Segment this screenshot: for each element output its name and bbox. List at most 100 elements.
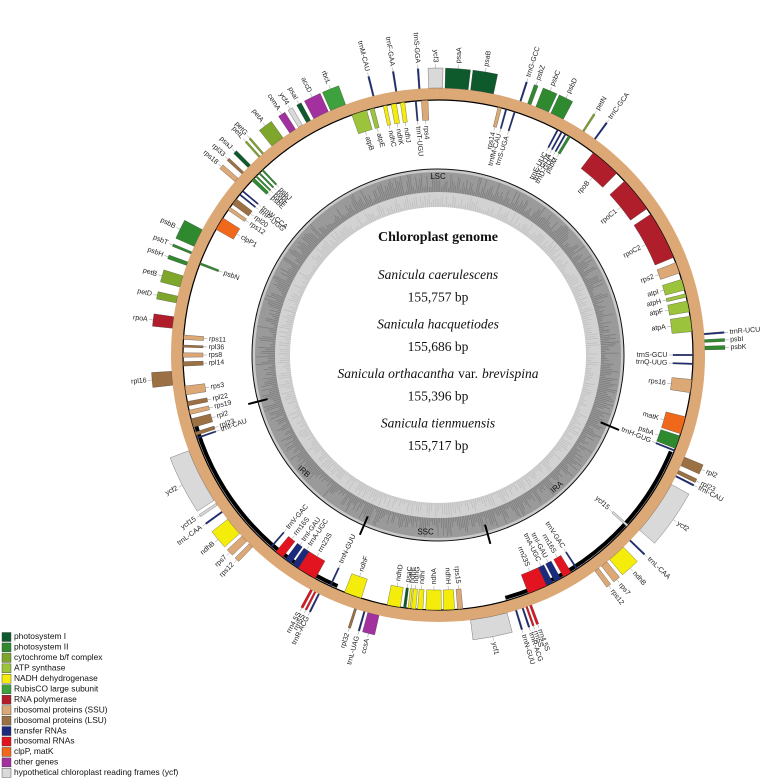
gc-spike xyxy=(486,187,491,200)
gc-spike xyxy=(364,213,372,225)
leader-line xyxy=(176,227,181,230)
gc-spike xyxy=(545,477,557,490)
species-part: var. xyxy=(458,366,478,381)
gc-spike xyxy=(285,321,295,324)
gc-spike xyxy=(300,285,307,290)
gene-box xyxy=(545,560,561,582)
gc-spike xyxy=(273,317,280,320)
gc-spike xyxy=(566,276,578,284)
gc-spike xyxy=(426,175,429,193)
gc-spike xyxy=(279,335,293,338)
gc-spike xyxy=(589,414,605,422)
gc-spike xyxy=(335,467,344,477)
gc-spike xyxy=(279,289,288,294)
gc-spike xyxy=(466,202,469,211)
gene-box xyxy=(425,589,442,611)
gene-box xyxy=(594,122,608,140)
gc-spike xyxy=(554,227,569,242)
gc-spike xyxy=(592,404,604,409)
gc-spike xyxy=(282,365,292,368)
gene-box xyxy=(704,345,726,351)
gc-spike xyxy=(398,497,402,507)
gc-spike xyxy=(541,220,550,230)
gene-box xyxy=(367,76,375,97)
center-title: Chloroplast genome xyxy=(378,230,498,245)
gc-spike xyxy=(378,490,383,498)
gene-label: petD xyxy=(137,288,153,298)
gene-label: rpl23 xyxy=(219,418,236,430)
gc-spike xyxy=(340,491,350,505)
gc-spike xyxy=(451,179,454,193)
gc-spike xyxy=(548,230,553,236)
species-name: Sanicula caerulescens xyxy=(378,267,498,282)
gc-spike xyxy=(268,329,277,332)
leader-line xyxy=(273,187,277,191)
gc-spike xyxy=(339,486,343,491)
leader-line xyxy=(701,469,705,472)
gene-box xyxy=(655,442,675,452)
gc-spike xyxy=(570,254,579,261)
gc-spike xyxy=(300,250,309,257)
gene-box xyxy=(582,113,596,132)
gc-spike xyxy=(368,194,374,206)
gc-spike xyxy=(522,494,531,508)
gc-spike xyxy=(542,479,552,490)
gene-box xyxy=(400,102,408,123)
gc-spike xyxy=(550,472,560,482)
gc-spike xyxy=(359,500,365,508)
gc-spike xyxy=(522,228,528,236)
gc-spike xyxy=(286,442,301,452)
region-boundary xyxy=(247,398,268,406)
gc-spike xyxy=(544,225,550,232)
gc-spike xyxy=(276,424,291,432)
leader-line xyxy=(306,546,309,550)
gc-spike xyxy=(524,473,531,483)
genome-length: 155,686 bp xyxy=(408,339,469,354)
leader-line xyxy=(276,184,280,188)
gc-spike xyxy=(583,275,598,283)
gc-spike xyxy=(557,440,568,448)
gene-label: trnC-GCA xyxy=(607,91,631,120)
gc-spike xyxy=(414,516,417,523)
gc-spike xyxy=(280,372,293,375)
gc-spike xyxy=(374,505,377,509)
gc-spike xyxy=(311,438,318,444)
gene-box xyxy=(261,169,278,186)
gc-spike xyxy=(486,510,492,526)
gc-spike xyxy=(323,240,335,251)
gc-spike xyxy=(580,392,590,396)
leader-line xyxy=(367,72,369,77)
gene-box xyxy=(215,217,241,240)
gc-spike xyxy=(557,234,569,245)
gc-spike xyxy=(306,233,319,245)
leader-line xyxy=(392,67,394,72)
gc-spike xyxy=(600,364,612,367)
gc-spike xyxy=(295,259,303,266)
gene-box xyxy=(656,429,681,449)
gc-spike xyxy=(284,437,298,447)
gc-spike xyxy=(596,393,611,398)
gc-spike xyxy=(314,445,323,452)
gene-box xyxy=(525,606,535,627)
gc-spike xyxy=(378,205,385,219)
gc-spike xyxy=(287,273,295,279)
gc-spike xyxy=(588,291,593,294)
gc-spike xyxy=(597,386,617,392)
gc-spike xyxy=(471,189,474,196)
gene-label: rps3 xyxy=(210,382,225,391)
leader-line xyxy=(214,539,219,543)
gc-spike xyxy=(503,486,509,498)
leader-line xyxy=(347,627,350,632)
gc-spike xyxy=(600,341,620,344)
gc-spike xyxy=(600,371,613,374)
leader-line xyxy=(196,515,201,518)
gc-spike xyxy=(573,293,583,299)
gc-spike xyxy=(568,451,582,462)
gc-spike xyxy=(544,478,552,487)
gc-spike xyxy=(449,501,452,516)
gc-spike xyxy=(372,213,377,222)
gc-spike xyxy=(559,268,566,274)
gc-spike xyxy=(291,265,299,271)
gc-spike xyxy=(573,411,588,418)
gc-spike xyxy=(567,424,576,430)
